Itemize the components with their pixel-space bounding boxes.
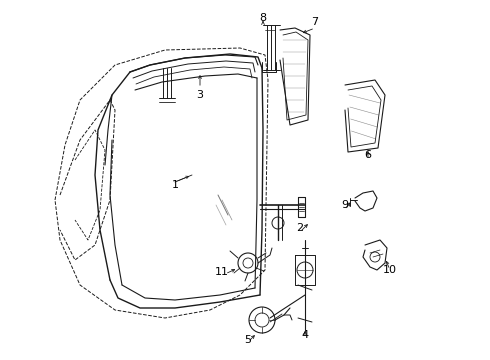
Text: 1: 1 — [172, 180, 178, 190]
Text: 9: 9 — [342, 200, 348, 210]
Text: 11: 11 — [215, 267, 229, 277]
Text: 8: 8 — [259, 13, 267, 23]
Text: 7: 7 — [312, 17, 318, 27]
Text: 6: 6 — [365, 150, 371, 160]
Text: 5: 5 — [245, 335, 251, 345]
Text: 3: 3 — [196, 90, 203, 100]
Text: 2: 2 — [296, 223, 304, 233]
Text: 4: 4 — [301, 330, 309, 340]
Text: 10: 10 — [383, 265, 397, 275]
